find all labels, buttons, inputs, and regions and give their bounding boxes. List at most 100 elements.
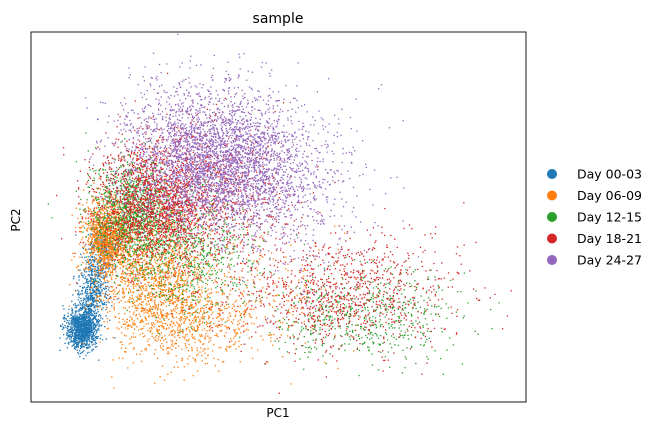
scatter-point [93,282,95,285]
scatter-point [130,268,132,270]
scatter-point [80,309,82,311]
scatter-point [215,291,217,293]
scatter-point [148,281,150,284]
scatter-point [138,313,140,315]
scatter-point [98,244,100,246]
scatter-point [89,323,92,326]
scatter-point [100,298,102,300]
scatter-point [98,224,100,227]
scatter-point [179,289,181,291]
scatter-point [193,336,195,338]
scatter-point [159,209,161,212]
scatter-point [153,296,155,298]
scatter-point [197,315,199,318]
scatter-point [130,289,132,291]
scatter-point [295,348,297,350]
scatter-point [181,316,183,318]
scatter-point [356,324,358,326]
scatter-point [100,213,102,215]
scatter-point [154,273,156,275]
scatter-point [93,227,95,229]
scatter-point [172,240,174,242]
scatter-point [223,361,225,363]
scatter-point [87,316,90,318]
scatter-point [93,213,95,216]
scatter-point [78,294,80,296]
scatter-point [131,266,133,268]
scatter-point [174,274,177,276]
scatter-point [169,260,171,262]
scatter-point [109,270,111,272]
scatter-point [85,332,87,334]
scatter-point [85,271,88,273]
scatter-point [158,263,160,265]
scatter-point [112,210,115,212]
scatter-point [116,224,118,226]
scatter-point [144,270,146,272]
scatter-point [173,333,175,335]
scatter-point [92,304,94,306]
scatter-point [102,303,105,305]
scatter-point [159,318,161,320]
scatter-point [102,292,104,295]
scatter-point [219,330,221,332]
scatter-point [89,210,91,212]
scatter-point [109,212,111,215]
scatter-point [164,259,166,261]
scatter-point [109,191,111,194]
scatter-point [123,271,126,273]
scatter-point [202,240,205,242]
scatter-point [80,320,82,322]
scatter-point [127,367,129,369]
scatter-point [105,257,107,259]
scatter-point [96,187,98,189]
scatter-point [207,348,209,350]
scatter-point [98,237,100,239]
scatter-point [143,309,145,311]
scatter-point [158,325,160,328]
scatter-point [106,242,108,244]
scatter-point [103,222,105,224]
scatter-point [101,339,104,341]
scatter-point [203,348,205,350]
scatter-point [140,266,142,269]
scatter-point [88,340,91,342]
scatter-point [91,278,94,280]
scatter-point [75,332,77,334]
scatter-point [170,300,172,302]
scatter-point [190,282,192,284]
scatter-point [104,225,107,227]
scatter-point [87,331,90,333]
scatter-point [124,259,126,262]
scatter-point [171,326,174,328]
scatter-point [64,320,66,322]
scatter-point [114,240,116,242]
scatter-point [98,241,100,244]
scatter-point [111,376,113,378]
scatter-point [119,247,121,250]
scatter-point [85,292,87,294]
scatter-point [144,295,147,297]
scatter-point [199,293,201,295]
scatter-point [157,317,160,319]
scatter-point [78,311,80,313]
scatter-point [122,247,125,249]
scatter-point [104,243,106,245]
scatter-point [95,233,98,236]
scatter-point [122,323,124,325]
scatter-point [101,309,103,311]
scatter-point [117,247,119,249]
scatter-point [102,275,104,277]
scatter-point [154,303,156,305]
scatter-point [135,264,137,266]
scatter-point [111,254,113,256]
scatter-point [177,301,179,303]
scatter-point [116,298,118,300]
scatter-point [203,227,205,229]
scatter-point [154,278,156,280]
scatter-point [70,314,72,316]
scatter-point [85,222,87,224]
scatter-point [133,320,135,322]
scatter-point [96,331,98,334]
scatter-point [201,316,204,318]
